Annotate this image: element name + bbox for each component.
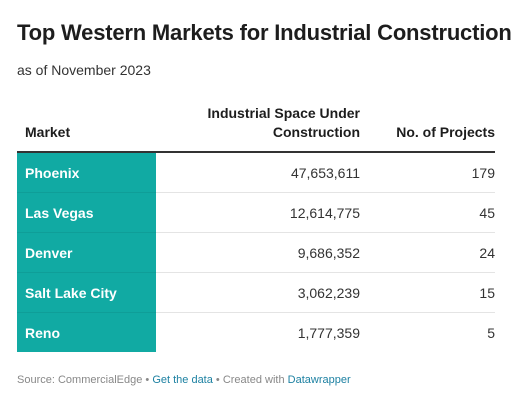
table-header-row: Market Industrial Space Under Constructio… <box>17 104 495 153</box>
footer-separator: • <box>212 374 223 386</box>
space-cell: 12,614,775 <box>156 192 360 233</box>
space-cell: 3,062,239 <box>156 272 360 313</box>
created-with-label: Created with <box>222 374 288 386</box>
table-row: Salt Lake City 3,062,239 15 <box>17 272 495 313</box>
projects-cell: 24 <box>360 232 495 273</box>
data-table: Market Industrial Space Under Constructio… <box>17 104 495 352</box>
projects-cell: 15 <box>360 272 495 313</box>
source-name: CommercialEdge <box>57 374 143 386</box>
column-header-space-line: Construction <box>272 124 360 140</box>
get-data-link[interactable]: Get the data <box>152 374 213 386</box>
chart-title: Top Western Markets for Industrial Const… <box>17 20 512 45</box>
table-row: Denver 9,686,352 24 <box>17 232 495 273</box>
column-header-space-line: Industrial Space Under <box>207 105 360 121</box>
projects-cell: 45 <box>360 192 495 233</box>
table-body: Phoenix 47,653,611 179 Las Vegas 12,614,775 4… <box>17 152 495 352</box>
projects-cell: 179 <box>360 152 495 193</box>
space-cell: 1,777,359 <box>297 324 360 341</box>
footer-separator: • <box>142 374 153 386</box>
table-row: Reno 1,777,359 5 <box>17 312 495 352</box>
market-cell: Denver <box>17 232 156 273</box>
space-cell: 9,686,352 <box>156 232 360 273</box>
column-header-projects[interactable]: No. of Projects <box>360 104 495 153</box>
market-cell: Reno <box>17 312 156 352</box>
table-row: Las Vegas 12,614,775 45 <box>17 192 495 233</box>
projects-cell: 5 <box>487 324 495 341</box>
column-header-space[interactable]: Industrial Space Under Construction <box>156 104 360 153</box>
chart-footer: Source: CommercialEdge • Get the data • … <box>17 374 351 386</box>
datawrapper-link[interactable]: Datawrapper <box>287 374 351 386</box>
table-row: Phoenix 47,653,611 179 <box>17 152 495 193</box>
source-label: Source: <box>17 374 58 386</box>
column-header-market[interactable]: Market <box>17 104 156 153</box>
market-cell: Las Vegas <box>17 192 156 233</box>
space-cell: 47,653,611 <box>156 152 360 193</box>
market-cell: Phoenix <box>17 152 156 193</box>
market-cell: Salt Lake City <box>17 272 156 313</box>
chart-subtitle: as of November 2023 <box>17 62 151 78</box>
